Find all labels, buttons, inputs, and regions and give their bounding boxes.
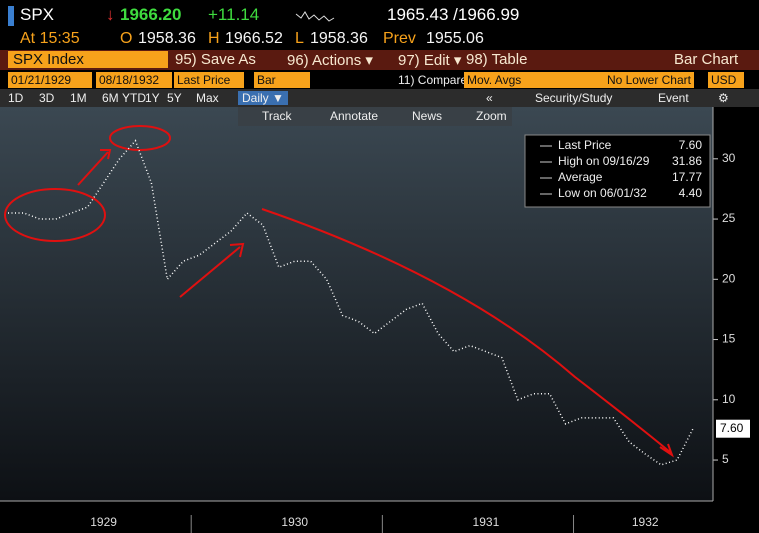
tool-bar	[238, 107, 512, 126]
axis-area	[713, 107, 759, 501]
open-label: O	[120, 30, 133, 47]
period-button[interactable]: 1Y	[145, 91, 160, 105]
period-bar	[0, 89, 759, 107]
low: 1958.36	[310, 30, 368, 47]
last-price-label: 7.60	[720, 421, 744, 435]
collapse[interactable]: «	[486, 91, 493, 105]
direction: ↓	[106, 5, 115, 24]
period-button[interactable]: YTD	[122, 91, 146, 105]
table-button[interactable]: 98) Table	[466, 51, 528, 68]
legend-value: 4.40	[679, 186, 703, 200]
legend: Last Price 7.60 High on 09/16/29 31.86 Avera…	[524, 134, 711, 208]
sparkline-icon	[295, 11, 335, 22]
last-price-tag	[716, 419, 750, 438]
ticker: SPX	[20, 5, 55, 24]
y-tick-label: 10	[722, 392, 736, 406]
y-tick-label: 25	[722, 211, 736, 225]
bid-ask: 1965.43 /1966.99	[387, 5, 520, 24]
edit-button[interactable]: 97) Edit ▾	[398, 52, 462, 69]
period-button[interactable]: 3D	[39, 91, 55, 105]
compare[interactable]: 11) Compare	[398, 73, 468, 87]
lower-chart[interactable]: No Lower Chart	[522, 72, 694, 88]
x-tick-label: 1932	[632, 515, 659, 529]
security[interactable]: SPX Index	[8, 51, 168, 68]
high-label: H	[208, 30, 220, 47]
x-tick-label: 1930	[281, 515, 308, 529]
prev: 1955.06	[426, 30, 484, 47]
annotations	[4, 125, 674, 458]
price-line	[8, 139, 694, 466]
end-date[interactable]: 08/18/1932	[96, 72, 172, 88]
style[interactable]: Bar	[254, 72, 310, 88]
legend-value: 7.60	[679, 138, 703, 152]
open: 1958.36	[138, 30, 196, 47]
actions-button[interactable]: 96) Actions ▾	[287, 52, 373, 69]
change: +11.14	[208, 5, 260, 24]
settings[interactable]: ⚙	[718, 91, 729, 105]
save-button[interactable]: 95) Save As	[175, 51, 256, 68]
x-tick-label: 1931	[473, 515, 500, 529]
study[interactable]: Security/Study	[535, 91, 613, 105]
prev-label: Prev	[383, 30, 416, 47]
time: At 15:35	[20, 30, 80, 47]
marker	[8, 6, 14, 26]
y-tick-label: 20	[722, 271, 736, 285]
chart: Track Annotate News Zoom 5 10 15 20 25 30 1929 1930…	[0, 107, 759, 533]
event[interactable]: Event	[658, 91, 689, 105]
x-tick-label: 1929	[90, 515, 117, 529]
y-tick-label: 30	[722, 151, 736, 165]
legend-value: 17.77	[672, 170, 702, 184]
legend-label: High on 09/16/29	[558, 154, 650, 168]
last: 1966.20	[120, 5, 182, 24]
tool-button: Annotate	[330, 109, 378, 123]
frequency[interactable]: Daily ▼	[238, 91, 288, 105]
toolbar	[0, 50, 759, 70]
legend-value: 31.86	[672, 154, 702, 168]
legend-box	[524, 134, 711, 208]
period-button[interactable]: Max	[196, 91, 219, 105]
low-label: L	[295, 30, 304, 47]
tool-button: News	[412, 109, 442, 123]
start-date[interactable]: 01/21/1929	[8, 72, 92, 88]
period-button[interactable]: 6M	[102, 91, 119, 105]
mov-avgs[interactable]: Mov. Avgs	[464, 72, 526, 88]
y-tick-label: 5	[722, 452, 729, 466]
period-button[interactable]: 1D	[8, 91, 24, 105]
legend-label: Last Price	[558, 138, 612, 152]
y-tick-label: 15	[722, 332, 736, 346]
period-button[interactable]: 1M	[70, 91, 87, 105]
chart-type[interactable]: Bar Chart	[674, 51, 739, 68]
field[interactable]: Last Price	[174, 72, 244, 88]
legend-label: Low on 06/01/32	[558, 186, 647, 200]
legend-label: Average	[558, 170, 603, 184]
tool-button: Zoom	[476, 109, 507, 123]
high: 1966.52	[225, 30, 283, 47]
x-axis-area	[0, 501, 759, 533]
tool-button: Track	[262, 109, 293, 123]
currency[interactable]: USD	[708, 72, 744, 88]
period-button[interactable]: 5Y	[167, 91, 182, 105]
